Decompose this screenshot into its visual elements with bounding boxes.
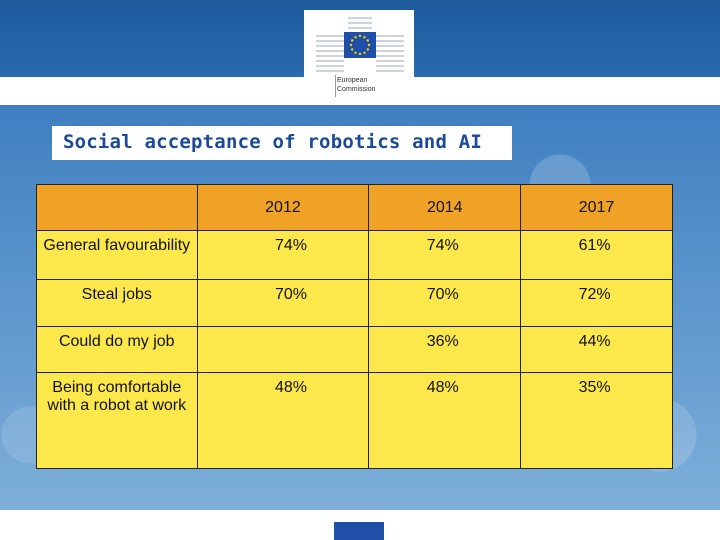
slide-title: Social acceptance of robotics and AI — [63, 131, 483, 153]
table-cell: 70% — [196, 279, 370, 327]
header-cell-2017: 2017 — [520, 184, 673, 231]
table-cell: 35% — [520, 372, 673, 469]
table-cell — [196, 326, 370, 373]
table-cell: 61% — [520, 230, 673, 280]
logo-divider — [335, 75, 336, 97]
header-cell-2012: 2012 — [196, 184, 370, 231]
row-label: Being comfortable with a robot at work — [36, 372, 198, 469]
table-cell: 74% — [196, 230, 370, 280]
table-cell: 36% — [368, 326, 522, 373]
row-label: Could do my job — [36, 326, 198, 373]
berlaymont-building-icon — [316, 17, 404, 72]
table-cell: 48% — [196, 372, 370, 469]
logo-line-2: Commission — [337, 86, 376, 93]
header-corner-cell — [36, 184, 198, 231]
row-label: General favourability — [36, 230, 198, 280]
title-strip — [52, 126, 512, 160]
table-row: Steal jobs 70% 70% 72% — [36, 279, 673, 327]
logo-line-1: European — [337, 77, 368, 84]
header-cell-2014: 2014 — [368, 184, 522, 231]
robotics-acceptance-table: 2012 2014 2017 General favourability 74%… — [36, 184, 673, 469]
table-row: General favourability 74% 74% 61% — [36, 230, 673, 280]
table-cell: 44% — [520, 326, 673, 373]
table-cell: 48% — [368, 372, 522, 469]
table-cell: 72% — [520, 279, 673, 327]
footer-tab — [334, 522, 384, 540]
table-cell: 74% — [368, 230, 522, 280]
table-row: Could do my job 36% 44% — [36, 326, 673, 373]
logo-text: European Commission — [337, 76, 376, 94]
table-header-row: 2012 2014 2017 — [36, 184, 673, 231]
row-label: Steal jobs — [36, 279, 198, 327]
table-row: Being comfortable with a robot at work 4… — [36, 372, 673, 469]
table-cell: 70% — [368, 279, 522, 327]
european-commission-logo: European Commission — [304, 10, 414, 100]
